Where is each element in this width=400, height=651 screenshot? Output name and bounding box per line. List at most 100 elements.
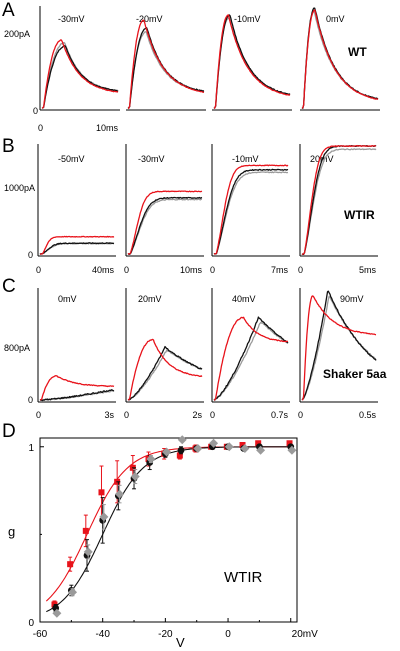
data-point-grey [240, 444, 250, 454]
subplot: -10mV [212, 14, 292, 111]
trace-red [213, 14, 291, 109]
panel-a-letter: A [2, 0, 15, 21]
trace-red [39, 375, 115, 401]
data-point-red [255, 440, 262, 447]
data-point-grey [52, 608, 62, 618]
trace-red [301, 145, 377, 255]
data-point-grey [193, 444, 203, 454]
trace-red [127, 338, 203, 401]
subplot: 0 10ms -30mV [38, 6, 120, 133]
panel-c-ytick-zero: 0 [28, 395, 33, 405]
x-tick-label: 0.7s [271, 410, 289, 420]
trace-red [39, 235, 115, 255]
x-tick-label: 40ms [92, 265, 115, 275]
trace-black [213, 168, 289, 255]
trace-red [41, 39, 119, 109]
x-tick-label: 0 [124, 265, 129, 275]
x-tick-label: 0 [298, 265, 303, 275]
x-tick-label: 0 [36, 265, 41, 275]
trace-red [127, 190, 203, 255]
trace-red [128, 19, 205, 109]
x-tick-label: 0 [298, 410, 303, 420]
trace-black [39, 242, 115, 255]
data-point-grey [224, 442, 234, 452]
subplot: 0 0.7s 40mV [210, 288, 290, 420]
data-point-grey [115, 489, 125, 499]
trace-black [213, 14, 291, 109]
panel-c-letter: C [2, 276, 16, 297]
x-tick-label: -40 [95, 629, 110, 640]
subplot: 0mV [300, 7, 380, 111]
data-point-grey [287, 445, 297, 455]
panel-a: A 200pA 0 0 10ms -30mV -20mV -10mV 0mV WT [2, 0, 380, 133]
panel-d-annotation: WTIR [224, 569, 262, 586]
trace-black [213, 316, 289, 401]
x-tick-label: 0 [36, 410, 41, 420]
trace-red [301, 295, 377, 401]
x-tick-label: 0 [225, 629, 231, 640]
voltage-label: -10mV [232, 154, 259, 164]
trace-black [127, 27, 205, 109]
subplot: -20mV [126, 14, 206, 111]
trace-grey [213, 17, 291, 109]
subplot: 0 3s 0mV [36, 288, 116, 420]
plot-frame [39, 437, 298, 623]
data-point-red [239, 442, 246, 449]
subplot: 0 10ms -30mV [124, 144, 204, 275]
data-point-black [177, 446, 185, 454]
panel-b-ytick-label: 1000pA [4, 183, 35, 193]
trace-grey [301, 295, 377, 401]
panel-d-letter: D [2, 421, 16, 442]
voltage-label: -20mV [136, 14, 163, 24]
data-point-red [98, 489, 105, 496]
trace-grey [301, 148, 377, 255]
trace-grey [127, 198, 203, 255]
panel-b-letter: B [2, 136, 15, 157]
trace-black [39, 389, 115, 402]
panel-d-x-axis-label: V [176, 635, 185, 650]
data-point-grey [83, 547, 93, 557]
x-tick-label: 0 [38, 123, 43, 133]
x-tick-label: 3s [104, 410, 114, 420]
trace-black [41, 45, 119, 109]
data-point-grey [209, 438, 219, 448]
data-point-grey [162, 447, 172, 457]
trace-black [301, 7, 379, 109]
voltage-label: -50mV [58, 154, 85, 164]
subplot: 0 2s 20mV [124, 288, 204, 420]
x-tick-label: 0 [210, 410, 215, 420]
x-tick-label: -20 [158, 629, 173, 640]
subplot: 0 7ms -10mV [210, 144, 290, 275]
panel-b: B 1000pA 0 0 40ms -50mV 0 10ms -30mV 0 7ms -10mV… [2, 136, 378, 275]
x-tick-label: 7ms [271, 265, 289, 275]
voltage-label: 90mV [340, 294, 364, 304]
data-point-grey [99, 512, 109, 522]
panel-b-label: WTIR [344, 208, 375, 222]
data-point-red [176, 452, 183, 459]
x-tick-label: 0 [124, 410, 129, 420]
trace-grey [214, 171, 289, 255]
voltage-label: 0mV [58, 294, 77, 304]
subplot: 0 40ms -50mV [36, 144, 116, 275]
voltage-label: 20mV [138, 294, 162, 304]
x-tick-label: 10ms [96, 123, 119, 133]
data-point-grey [177, 435, 187, 445]
subplot: 0 0.5s 90mV [298, 288, 378, 420]
data-point-grey [130, 472, 140, 482]
trace-black [127, 345, 203, 401]
trace-red [213, 164, 289, 255]
panel-a-label: WT [348, 45, 367, 59]
x-tick-label: 0.5s [359, 410, 377, 420]
data-point-red [286, 440, 293, 447]
trace-black [301, 290, 377, 401]
x-tick-label: 20mV [292, 629, 318, 640]
voltage-label: -10mV [234, 14, 261, 24]
panel-c-label: Shaker 5aa [323, 367, 387, 381]
x-tick-label: 5ms [359, 265, 377, 275]
panel-c: C 800pA 0 0 3s 0mV 0 2s 20mV 0 0.7s 40mV 0 0.5s 90m… [2, 276, 387, 420]
y-tick-label: 1 [28, 443, 34, 454]
panel-d: D -60 -40 -20 0 20mV 0 1 g V WTIR [2, 421, 318, 650]
trace-grey [302, 10, 379, 109]
